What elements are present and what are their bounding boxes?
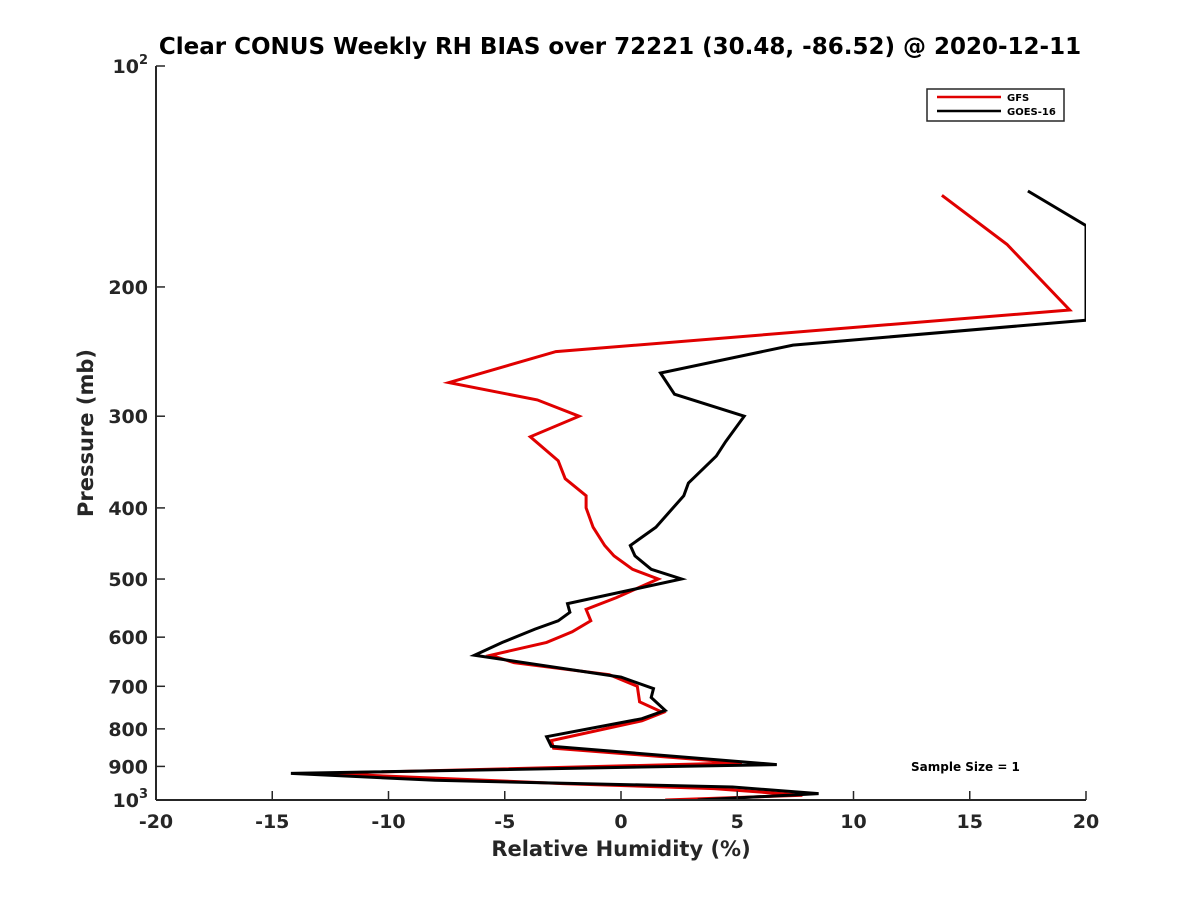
axes bbox=[155, 66, 1086, 801]
x-tick-label: -10 bbox=[371, 811, 405, 833]
x-ticks: -20 -15 -10 -5 0 5 10 15 20 bbox=[139, 791, 1099, 833]
x-tick-label: 20 bbox=[1073, 811, 1099, 833]
y-tick-label: 600 bbox=[108, 627, 148, 649]
y-tick-label: 200 bbox=[108, 277, 148, 299]
series-layer bbox=[290, 189, 1086, 800]
x-tick-label: -5 bbox=[494, 811, 515, 833]
y-tick-label: 103 bbox=[113, 787, 149, 812]
legend-box bbox=[926, 88, 1065, 122]
y-tick-label: 900 bbox=[108, 756, 148, 778]
y-tick-label: 800 bbox=[108, 719, 148, 741]
x-tick-label: 10 bbox=[840, 811, 866, 833]
x-tick-label: 0 bbox=[614, 811, 627, 833]
x-tick-label: -20 bbox=[139, 811, 173, 833]
x-tick-label: 5 bbox=[731, 811, 744, 833]
y-tick-label: 400 bbox=[108, 498, 148, 520]
y-tick-label: 500 bbox=[108, 569, 148, 591]
legend: GFS GOES-16 bbox=[926, 88, 1065, 122]
sample-size-annotation: Sample Size = 1 bbox=[911, 760, 1020, 774]
series-line-goes16 bbox=[290, 189, 1086, 800]
y-ticks: 102 200 300 400 500 600 700 800 900 103 bbox=[108, 53, 165, 812]
x-tick-label: -15 bbox=[255, 811, 289, 833]
y-tick-label: 102 bbox=[113, 53, 149, 78]
y-tick-label: 700 bbox=[108, 676, 148, 698]
legend-label-gfs: GFS bbox=[1007, 93, 1029, 104]
legend-label-goes16: GOES-16 bbox=[1007, 107, 1056, 118]
chart-title: Clear CONUS Weekly RH BIAS over 72221 (3… bbox=[159, 34, 1081, 60]
x-tick-label: 15 bbox=[957, 811, 983, 833]
y-tick-label: 300 bbox=[108, 406, 148, 428]
x-axis-label: Relative Humidity (%) bbox=[491, 837, 750, 861]
y-axis-label: Pressure (mb) bbox=[74, 349, 98, 517]
series-line-gfs bbox=[323, 194, 1073, 800]
